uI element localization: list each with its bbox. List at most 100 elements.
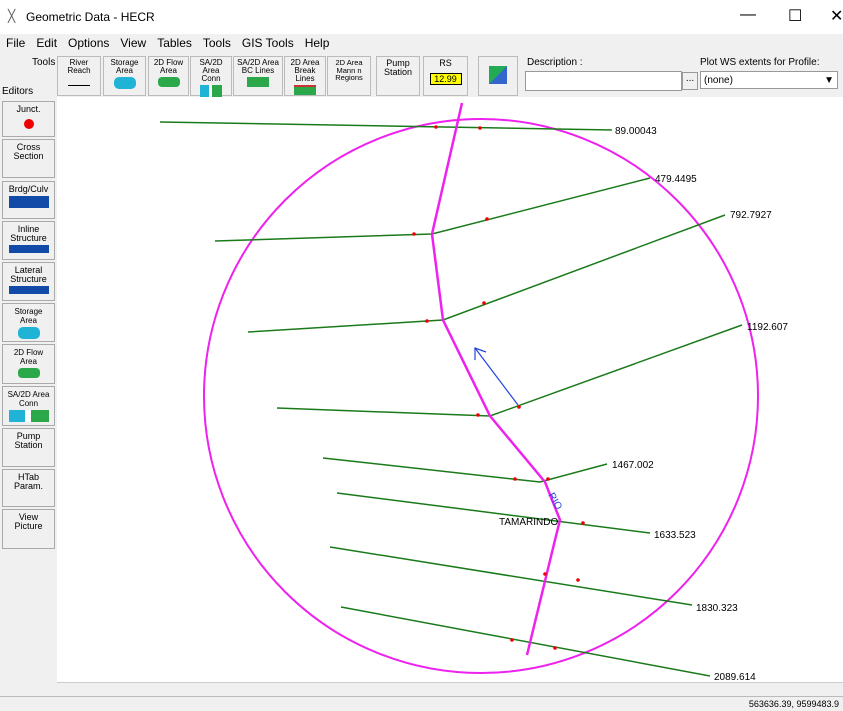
river-reach-button[interactable]: River Reach bbox=[57, 56, 101, 96]
button-label: SA/2D Area Conn bbox=[7, 390, 50, 408]
bank-point bbox=[581, 521, 585, 525]
icon bbox=[489, 66, 507, 84]
bank-point bbox=[546, 477, 550, 481]
icon bbox=[113, 77, 136, 89]
2d-flow-editor[interactable]: 2D Flow Area bbox=[2, 344, 55, 384]
menu-item[interactable]: File bbox=[6, 36, 26, 50]
maximize[interactable]: ☐ bbox=[788, 8, 803, 25]
title-bar: ╳ Geometric Data - HECR — ☐ ✕ bbox=[0, 0, 843, 34]
storage-area-button[interactable]: Storage Area bbox=[103, 56, 146, 96]
button-label: Inline Structure bbox=[10, 224, 47, 243]
coordinates: 563636.39, 9599483.9 bbox=[748, 699, 839, 709]
menu-bar: File Edit Options View Tables Tools GIS … bbox=[0, 36, 329, 54]
picture-button[interactable] bbox=[478, 56, 518, 96]
dropdown-arrow: ▼ bbox=[824, 75, 834, 86]
cross-section-label: 89.00043 bbox=[615, 126, 657, 137]
window-title: Geometric Data - HECR bbox=[26, 10, 155, 24]
horizontal-scrollbar[interactable] bbox=[57, 682, 843, 696]
river-label: RIO bbox=[545, 491, 564, 512]
button-label: HTab Param. bbox=[13, 472, 43, 491]
button-label: Storage Area bbox=[110, 58, 139, 75]
icon bbox=[23, 119, 34, 129]
view-picture-button[interactable]: View Picture bbox=[2, 509, 55, 549]
menu-item[interactable]: Edit bbox=[36, 36, 58, 50]
rs-button[interactable]: RS 12.99 bbox=[423, 56, 468, 96]
button-label: 2D Flow Area bbox=[153, 58, 184, 75]
icon bbox=[8, 245, 49, 253]
flow-arrow bbox=[474, 347, 519, 406]
profile-select[interactable]: (none) ▼ bbox=[700, 71, 838, 89]
menu-item[interactable]: GIS Tools bbox=[241, 36, 294, 50]
icon bbox=[8, 410, 49, 422]
browse-button[interactable]: ... bbox=[682, 72, 698, 90]
menu-item[interactable]: Options bbox=[68, 36, 110, 50]
profile-label: Plot WS extents for Profile: bbox=[700, 57, 820, 68]
cross-section-line bbox=[322, 457, 608, 483]
menu-item[interactable]: View bbox=[120, 36, 147, 50]
description-label: Description : bbox=[527, 57, 583, 68]
menu-item[interactable]: Tables bbox=[157, 36, 192, 50]
button-label: View Picture bbox=[14, 512, 43, 531]
button-label: Pump Station bbox=[14, 431, 43, 450]
tools-label: Tools bbox=[32, 57, 56, 68]
bank-point bbox=[476, 413, 480, 417]
icon bbox=[294, 85, 316, 95]
status-bar: 563636.39, 9599483.9 bbox=[0, 696, 843, 711]
menu-item[interactable]: Tools bbox=[202, 36, 231, 50]
bank-point bbox=[553, 646, 557, 650]
break-lines-button[interactable]: 2D Area Break Lines bbox=[284, 56, 326, 96]
cross-section-label: 479.4495 bbox=[655, 174, 697, 185]
editors-label: Editors bbox=[2, 86, 34, 97]
bank-point bbox=[517, 405, 521, 409]
icon bbox=[157, 77, 180, 87]
menu-item[interactable]: Help bbox=[304, 36, 330, 50]
pump-station-editor[interactable]: Pump Station bbox=[2, 428, 55, 467]
2d-flow-area-button[interactable]: 2D Flow Area bbox=[148, 56, 189, 96]
rs-value: 12.99 bbox=[429, 73, 462, 85]
cross-section-line bbox=[247, 214, 726, 333]
bank-point bbox=[513, 477, 517, 481]
pump-station-button[interactable]: Pump Station bbox=[376, 56, 420, 96]
button-label: Cross Section bbox=[13, 142, 44, 161]
icon bbox=[8, 196, 49, 208]
description-input[interactable] bbox=[525, 71, 682, 91]
junction-button[interactable]: Junct. bbox=[2, 101, 55, 137]
minimize[interactable]: — bbox=[740, 6, 756, 23]
cross-section-label: 1830.323 bbox=[696, 603, 738, 614]
sa-2d-conn-button[interactable]: SA/2D Area Conn bbox=[190, 56, 232, 97]
cross-section-label: 1633.523 bbox=[654, 530, 696, 541]
bank-point bbox=[485, 217, 489, 221]
inline-structure-button[interactable]: Inline Structure bbox=[2, 221, 55, 260]
button-label: 2D Area Break Lines bbox=[290, 58, 320, 83]
button-label: RS bbox=[439, 58, 452, 68]
bridge-culvert-button[interactable]: Brdg/Culv bbox=[2, 181, 55, 219]
cross-section-line bbox=[336, 492, 651, 534]
lateral-structure-button[interactable]: Lateral Structure bbox=[2, 262, 55, 301]
close[interactable]: ✕ bbox=[830, 8, 843, 25]
bank-point bbox=[543, 572, 547, 576]
cross-section-button[interactable]: Cross Section bbox=[2, 139, 55, 178]
button-label: Pump Station bbox=[383, 58, 413, 77]
reach-label: TAMARINDO bbox=[499, 517, 558, 528]
button-label: SA/2D Area BC Lines bbox=[237, 58, 279, 75]
bc-lines-button[interactable]: SA/2D Area BC Lines bbox=[233, 56, 283, 96]
cross-section-label: 1467.002 bbox=[612, 460, 654, 471]
bank-point bbox=[478, 126, 482, 130]
button-label: Brdg/Culv bbox=[8, 184, 49, 194]
river-line bbox=[430, 102, 562, 656]
button-label: 2D Flow Area bbox=[13, 348, 44, 366]
button-label: River Reach bbox=[67, 58, 91, 75]
bank-point bbox=[576, 578, 580, 582]
mann-n-button[interactable]: 2D Area Mann n Regions bbox=[327, 56, 371, 96]
button-label: Lateral Structure bbox=[10, 265, 47, 284]
button-label: SA/2D Area Conn bbox=[199, 58, 223, 83]
sa-2d-conn-editor[interactable]: SA/2D Area Conn bbox=[2, 386, 55, 426]
icon bbox=[17, 327, 40, 339]
cross-section-line bbox=[276, 324, 743, 417]
htab-button[interactable]: HTab Param. bbox=[2, 469, 55, 507]
boundary-circle bbox=[203, 118, 759, 674]
storage-area-editor[interactable]: Storage Area bbox=[2, 303, 55, 342]
icon bbox=[8, 286, 49, 294]
map: 89.00043 479.4495 792.7927 1192.607 1467… bbox=[57, 97, 843, 682]
